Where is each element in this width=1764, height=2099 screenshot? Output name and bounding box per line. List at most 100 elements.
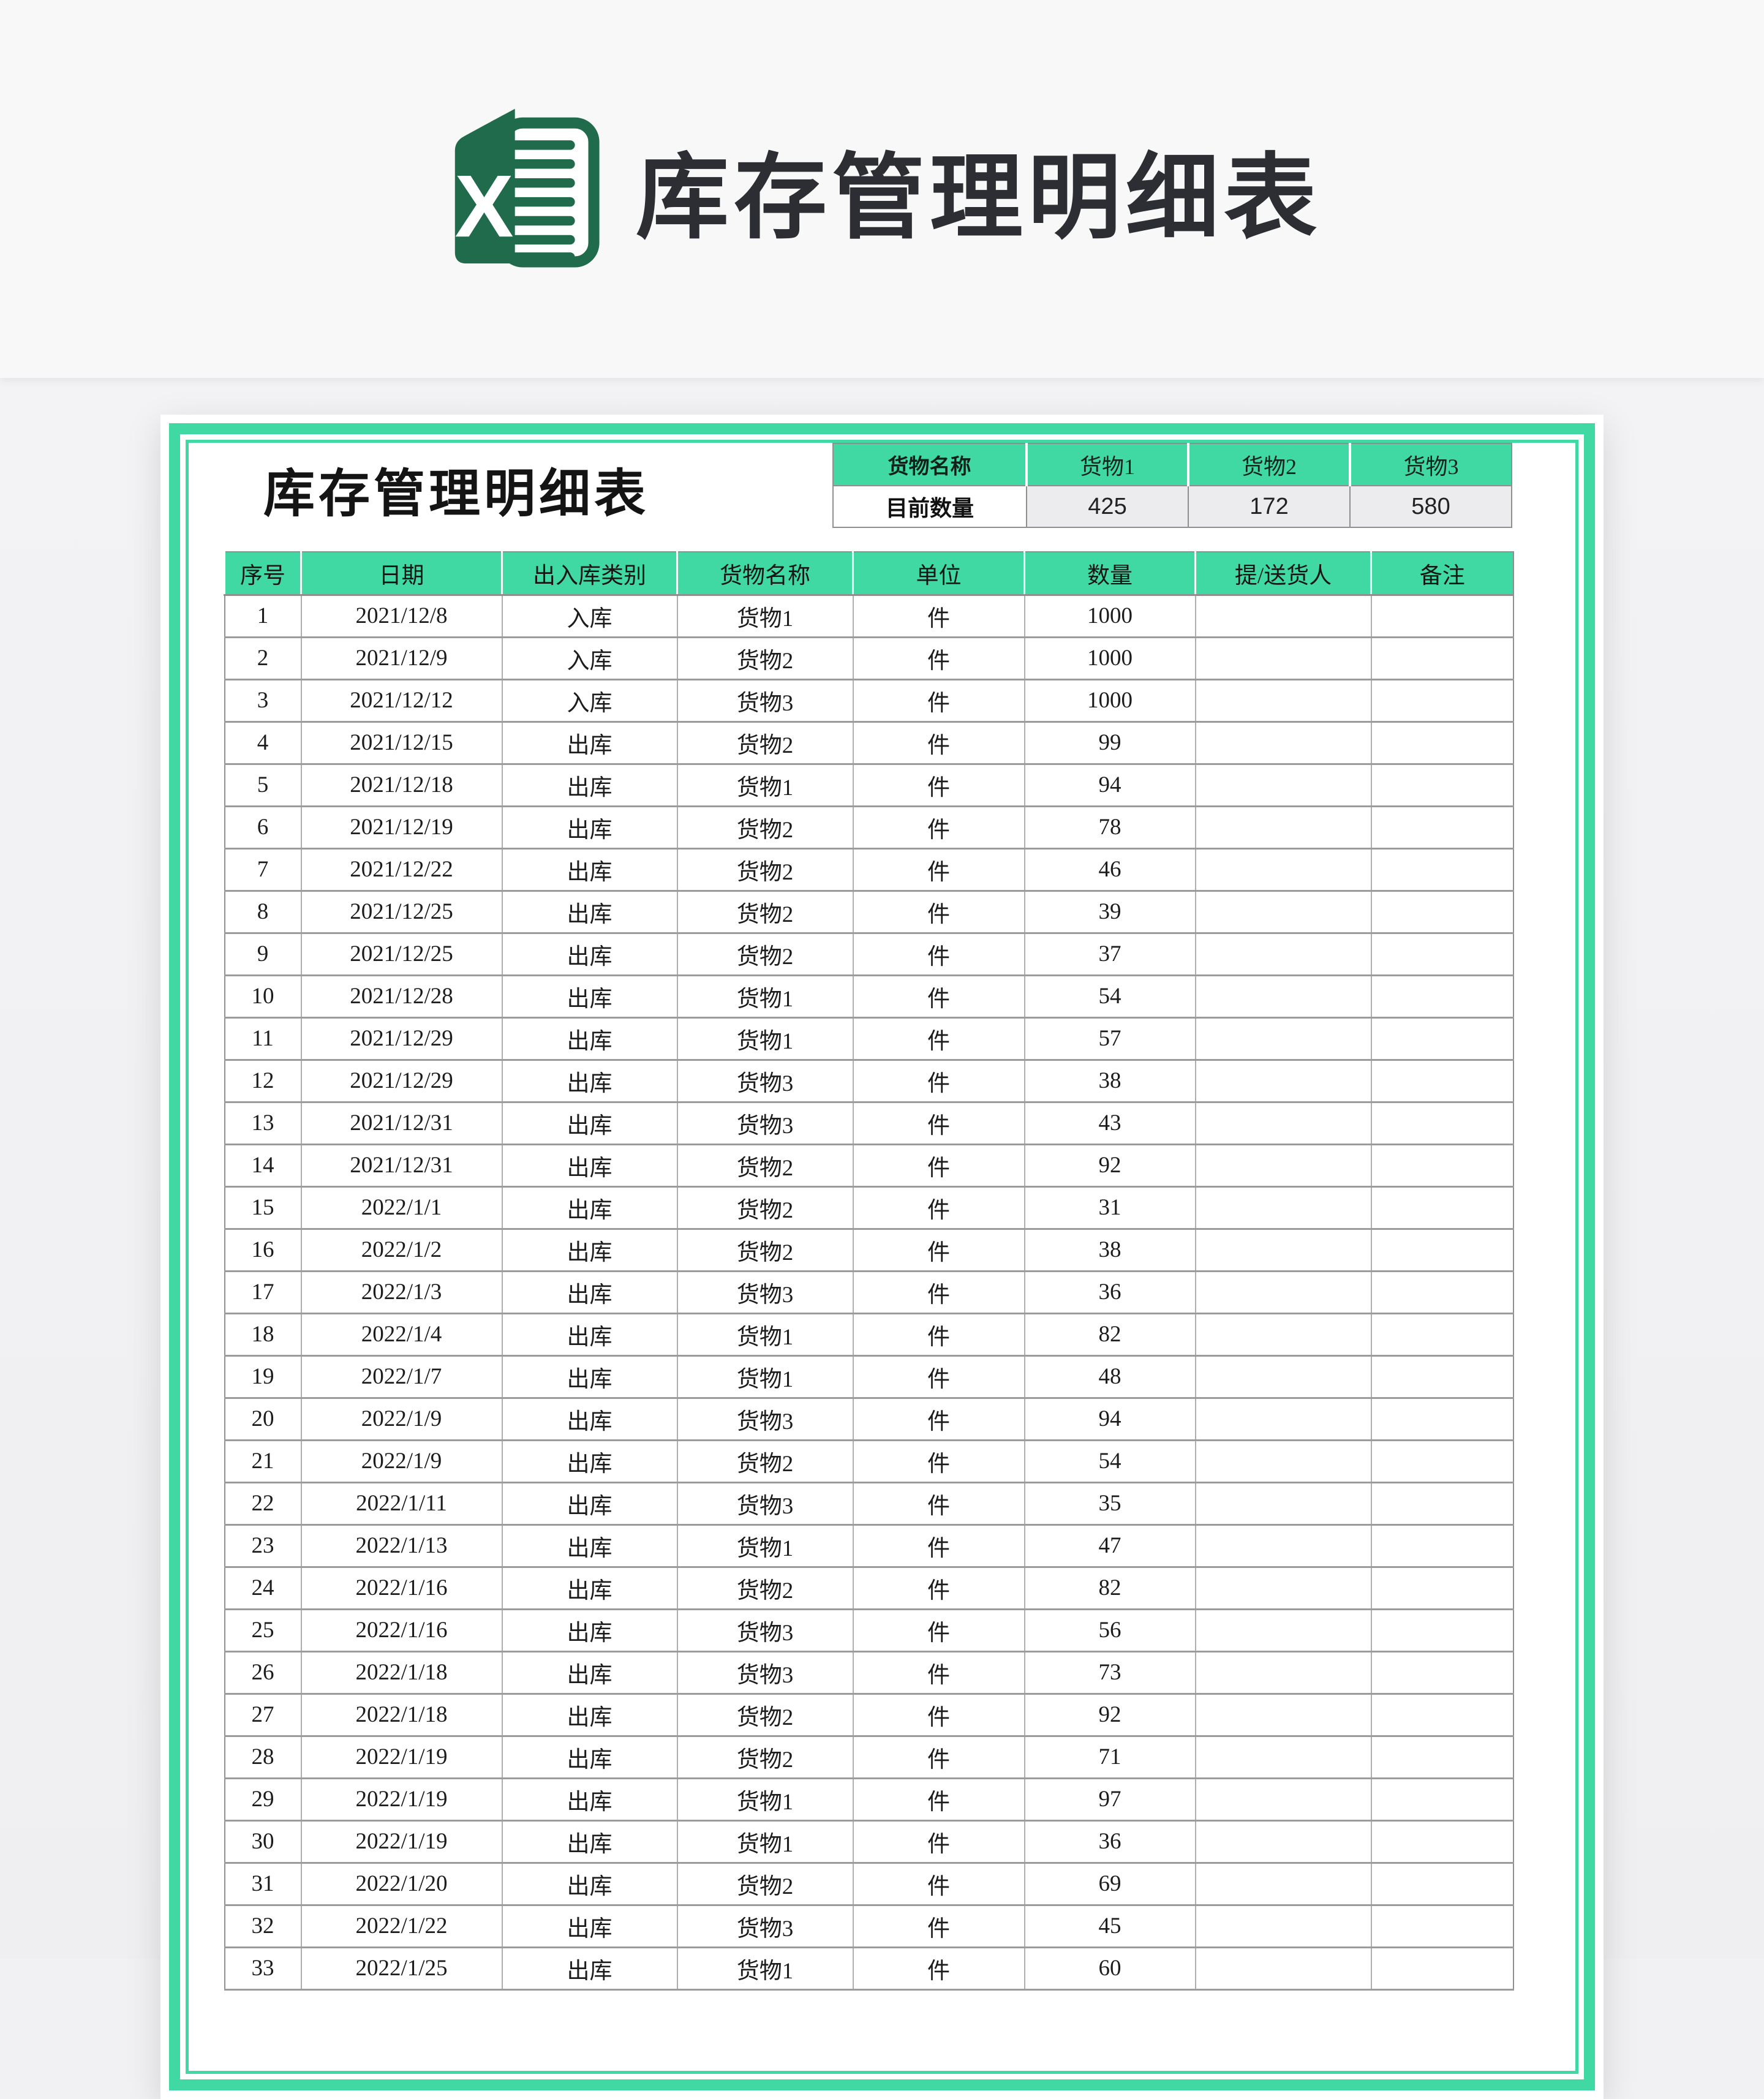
table-row: 11 2021/12/29 出库 货物1 件 57 <box>224 1017 1513 1061</box>
cell-remark <box>1370 1694 1513 1737</box>
table-row: 15 2022/1/1 出库 货物2 件 31 <box>224 1186 1513 1230</box>
cell-quantity: 57 <box>1023 1017 1196 1061</box>
cell-serial: 1 <box>224 595 301 638</box>
cell-handler <box>1194 1651 1371 1695</box>
cell-handler <box>1194 1820 1371 1864</box>
table-row: 10 2021/12/28 出库 货物1 件 54 <box>224 975 1513 1019</box>
cell-handler <box>1194 1102 1371 1145</box>
cell-handler <box>1194 1440 1371 1483</box>
cell-unit: 件 <box>852 1102 1025 1145</box>
table-row: 30 2022/1/19 出库 货物1 件 36 <box>224 1820 1513 1864</box>
cell-handler <box>1194 764 1371 807</box>
cell-handler <box>1194 1060 1371 1103</box>
table-row: 9 2021/12/25 出库 货物2 件 37 <box>224 933 1513 976</box>
cell-date: 2021/12/31 <box>300 1144 502 1188</box>
cell-remark <box>1370 1736 1513 1779</box>
cell-serial: 26 <box>224 1651 301 1695</box>
cell-io-type: 出库 <box>501 722 677 765</box>
cell-goods: 货物1 <box>676 975 853 1019</box>
summary-goods-header-cell: 货物3 <box>1349 443 1512 486</box>
cell-goods: 货物2 <box>676 1567 853 1610</box>
table-row: 20 2022/1/9 出库 货物3 件 94 <box>224 1398 1513 1441</box>
cell-quantity: 71 <box>1023 1736 1196 1779</box>
cell-unit: 件 <box>852 764 1025 807</box>
cell-quantity: 43 <box>1023 1102 1196 1145</box>
cell-handler <box>1194 1482 1371 1526</box>
cell-unit: 件 <box>852 595 1025 638</box>
cell-io-type: 出库 <box>501 1440 677 1483</box>
cell-goods: 货物2 <box>676 1440 853 1483</box>
cell-serial: 2 <box>224 637 301 680</box>
table-row: 26 2022/1/18 出库 货物3 件 73 <box>224 1651 1513 1695</box>
table-row: 3 2021/12/12 入库 货物3 件 1000 <box>224 679 1513 723</box>
cell-unit: 件 <box>852 1355 1025 1399</box>
cell-handler <box>1194 1524 1371 1568</box>
page-title: 库存管理明细表 <box>636 145 1322 250</box>
cell-remark <box>1370 1524 1513 1568</box>
cell-date: 2022/1/3 <box>300 1271 502 1314</box>
cell-goods: 货物2 <box>676 1229 853 1272</box>
cell-date: 2021/12/15 <box>300 722 502 765</box>
cell-unit: 件 <box>852 1905 1025 1948</box>
cell-handler <box>1194 722 1371 765</box>
cell-handler <box>1194 848 1371 892</box>
cell-remark <box>1370 595 1513 638</box>
cell-date: 2021/12/19 <box>300 806 502 850</box>
inventory-table-body: 1 2021/12/8 入库 货物1 件 1000 <box>224 595 1513 1991</box>
cell-date: 2021/12/18 <box>300 764 502 807</box>
cell-handler <box>1194 1229 1371 1272</box>
cell-unit: 件 <box>852 1229 1025 1272</box>
cell-io-type: 出库 <box>501 1905 677 1948</box>
cell-quantity: 54 <box>1023 975 1196 1019</box>
cell-date: 2021/12/12 <box>300 679 502 723</box>
cell-io-type: 出库 <box>501 975 677 1019</box>
cell-remark <box>1370 1017 1513 1061</box>
cell-goods: 货物1 <box>676 595 853 638</box>
cell-unit: 件 <box>852 637 1025 680</box>
summary-table: 货物名称 货物1 货物2 货物3 目前数量 425 172 580 <box>832 443 1512 528</box>
table-row: 4 2021/12/15 出库 货物2 件 99 <box>224 722 1513 765</box>
cell-quantity: 45 <box>1023 1905 1196 1948</box>
cell-serial: 14 <box>224 1144 301 1188</box>
cell-io-type: 出库 <box>501 1313 677 1357</box>
cell-quantity: 35 <box>1023 1482 1196 1526</box>
cell-unit: 件 <box>852 975 1025 1019</box>
inventory-table: 序号 日期 出入库类别 货物名称 单位 数量 提/送货人 备注 1 2021/12/8 入库 … <box>224 551 1514 1991</box>
cell-unit: 件 <box>852 1440 1025 1483</box>
cell-unit: 件 <box>852 1736 1025 1779</box>
cell-date: 2022/1/19 <box>300 1736 502 1779</box>
cell-date: 2021/12/29 <box>300 1060 502 1103</box>
cell-quantity: 92 <box>1023 1694 1196 1737</box>
cell-quantity: 36 <box>1023 1271 1196 1314</box>
table-row: 2 2021/12/9 入库 货物2 件 1000 <box>224 637 1513 680</box>
summary-row-label: 目前数量 <box>833 486 1027 527</box>
cell-remark <box>1370 806 1513 850</box>
cell-goods: 货物1 <box>676 1313 853 1357</box>
cell-handler <box>1194 806 1371 850</box>
table-row: 18 2022/1/4 出库 货物1 件 82 <box>224 1313 1513 1357</box>
cell-io-type: 出库 <box>501 1524 677 1568</box>
cell-io-type: 出库 <box>501 1271 677 1314</box>
cell-io-type: 出库 <box>501 1694 677 1737</box>
cell-remark <box>1370 1144 1513 1188</box>
cell-serial: 27 <box>224 1694 301 1737</box>
cell-io-type: 出库 <box>501 1060 677 1103</box>
cell-remark <box>1370 1186 1513 1230</box>
cell-serial: 19 <box>224 1355 301 1399</box>
cell-serial: 24 <box>224 1567 301 1610</box>
card-inner-green-frame: 库存管理明细表 货物名称 货物1 货物2 货物3 目前数量 425 172 580 <box>186 440 1578 2074</box>
cell-remark <box>1370 1102 1513 1145</box>
cell-quantity: 82 <box>1023 1313 1196 1357</box>
cell-goods: 货物2 <box>676 806 853 850</box>
cell-unit: 件 <box>852 1651 1025 1695</box>
cell-io-type: 出库 <box>501 933 677 976</box>
cell-quantity: 92 <box>1023 1144 1196 1188</box>
cell-serial: 17 <box>224 1271 301 1314</box>
cell-remark <box>1370 933 1513 976</box>
cell-goods: 货物2 <box>676 1694 853 1737</box>
cell-serial: 21 <box>224 1440 301 1483</box>
cell-date: 2022/1/9 <box>300 1398 502 1441</box>
cell-io-type: 出库 <box>501 1229 677 1272</box>
cell-goods: 货物2 <box>676 1736 853 1779</box>
cell-remark <box>1370 975 1513 1019</box>
